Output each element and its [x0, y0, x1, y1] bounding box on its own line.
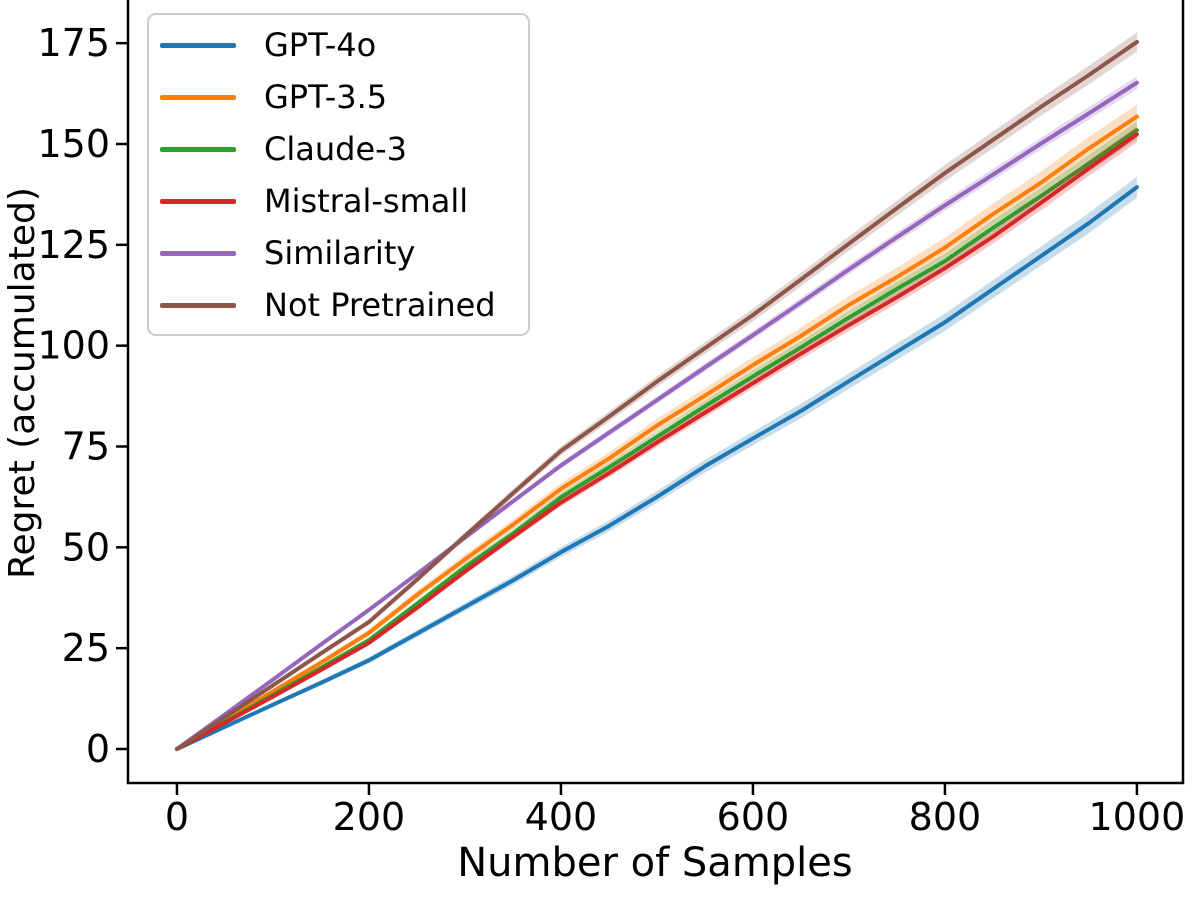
- series-line-gpt-3-5: [174, 114, 1139, 751]
- x-tick-label: 400: [525, 795, 598, 839]
- legend-label: Similarity: [264, 234, 416, 272]
- y-tick-label: 75: [62, 424, 110, 468]
- legend-item-similarity: Similarity: [160, 227, 528, 279]
- legend-line-swatch-icon: [160, 94, 236, 100]
- series-group: [174, 32, 1139, 751]
- y-tick-label: 175: [37, 21, 110, 65]
- legend-label: GPT-3.5: [264, 78, 388, 116]
- legend-box: GPT-4o GPT-3.5 Claude-3 Mistral-small Simila…: [147, 13, 530, 336]
- y-axis-ticks: 0 25 50 75 100 125 150 175: [37, 21, 128, 771]
- y-tick-label: 100: [37, 324, 110, 368]
- legend-line-swatch-icon: [160, 42, 236, 48]
- legend-label: GPT-4o: [264, 26, 377, 64]
- y-tick-label: 0: [86, 727, 110, 771]
- legend-line-swatch-icon: [160, 302, 236, 308]
- legend-item-claude-3: Claude-3: [160, 123, 528, 175]
- series-line-not-pretrained: [174, 39, 1139, 751]
- legend-item-gpt-3-5: GPT-3.5: [160, 71, 528, 123]
- series-line-similarity: [174, 80, 1139, 751]
- legend-line-swatch-icon: [160, 146, 236, 152]
- y-tick-label: 25: [62, 626, 110, 670]
- legend-line-swatch-icon: [160, 198, 236, 204]
- legend-item-gpt-4o: GPT-4o: [160, 19, 528, 71]
- x-tick-label: 1000: [1089, 795, 1186, 839]
- x-tick-label: 600: [717, 795, 790, 839]
- legend-label: Mistral-small: [264, 182, 469, 220]
- x-axis-label: Number of Samples: [457, 840, 853, 886]
- y-axis-label: Regret (accumulated): [2, 187, 43, 579]
- axis-spines: [126, 0, 1185, 785]
- y-tick-label: 125: [37, 223, 110, 267]
- y-tick-label: 150: [37, 122, 110, 166]
- y-tick-label: 50: [62, 525, 110, 569]
- series-line-mistral-small: [174, 132, 1139, 751]
- legend-label: Not Pretrained: [264, 286, 496, 324]
- series-line-gpt-4o: [174, 185, 1139, 751]
- series-band-mistral-small: [176, 126, 1137, 750]
- x-axis-ticks: 0 200 400 600 800 1000: [165, 783, 1185, 839]
- legend-item-not-pretrained: Not Pretrained: [160, 279, 528, 331]
- x-tick-label: 200: [333, 795, 406, 839]
- legend-item-mistral-small: Mistral-small: [160, 175, 528, 227]
- legend-label: Claude-3: [264, 130, 408, 168]
- series-band-not-pretrained: [176, 32, 1137, 751]
- x-tick-label: 0: [165, 795, 189, 839]
- x-tick-label: 800: [909, 795, 982, 839]
- legend-line-swatch-icon: [160, 250, 236, 256]
